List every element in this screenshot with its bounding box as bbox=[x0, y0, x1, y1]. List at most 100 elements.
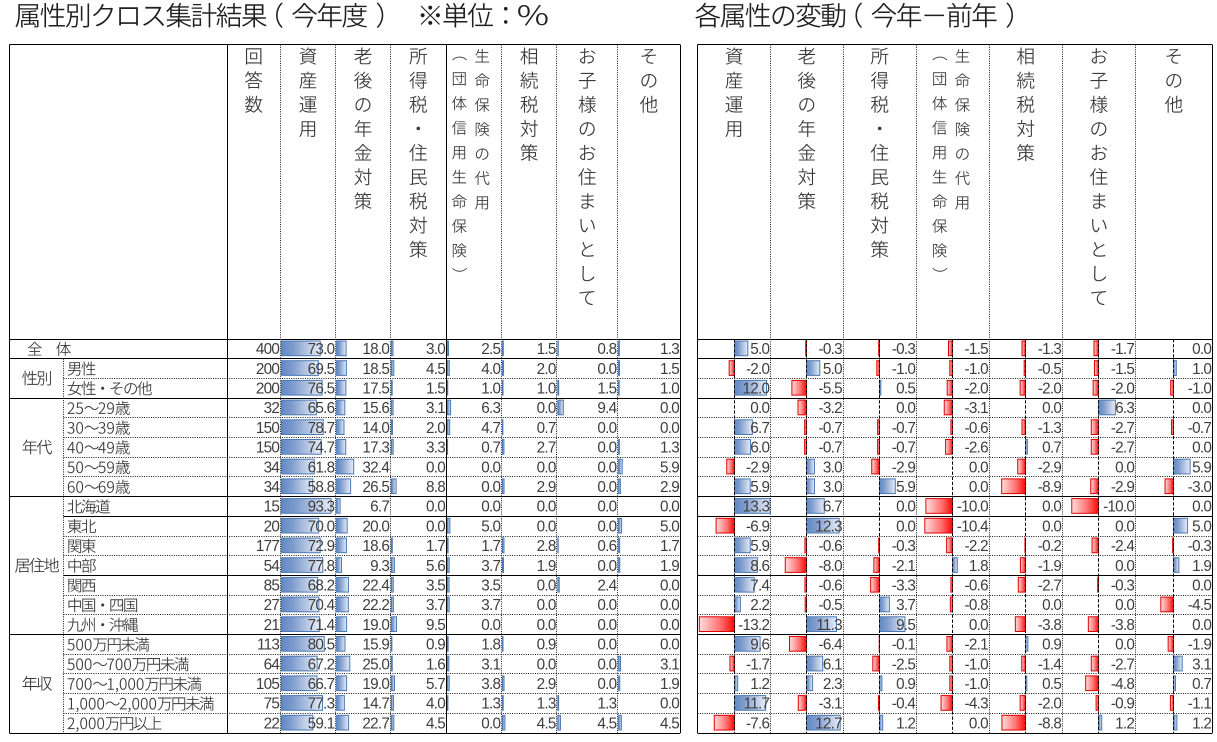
svg-text:0.0: 0.0 bbox=[969, 459, 988, 476]
svg-text:76.5: 76.5 bbox=[308, 381, 335, 398]
svg-text:1.9: 1.9 bbox=[660, 676, 679, 693]
svg-text:1.7: 1.7 bbox=[481, 538, 500, 555]
svg-text:-8.9: -8.9 bbox=[1038, 479, 1062, 496]
svg-text:2.0: 2.0 bbox=[426, 420, 445, 437]
svg-text:1.0: 1.0 bbox=[660, 381, 679, 398]
svg-text:-0.7: -0.7 bbox=[1188, 420, 1212, 437]
svg-text:6.0: 6.0 bbox=[750, 440, 769, 457]
svg-text:5.0: 5.0 bbox=[481, 518, 500, 535]
svg-text:1.2: 1.2 bbox=[896, 715, 915, 732]
svg-text:113: 113 bbox=[257, 637, 279, 654]
svg-text:-0.6: -0.6 bbox=[819, 538, 843, 555]
svg-text:-4.8: -4.8 bbox=[1111, 676, 1135, 693]
svg-text:5.9: 5.9 bbox=[896, 479, 915, 496]
svg-text:14.7: 14.7 bbox=[362, 696, 389, 713]
svg-text:-1.1: -1.1 bbox=[1188, 696, 1212, 713]
svg-text:4.0: 4.0 bbox=[481, 361, 500, 378]
svg-text:0.0: 0.0 bbox=[537, 578, 556, 595]
svg-text:0.0: 0.0 bbox=[537, 656, 556, 673]
svg-text:-2.0: -2.0 bbox=[746, 361, 770, 378]
svg-text:15.9: 15.9 bbox=[362, 637, 389, 654]
svg-text:0.0: 0.0 bbox=[597, 479, 616, 496]
svg-text:6.1: 6.1 bbox=[823, 656, 842, 673]
svg-text:3.7: 3.7 bbox=[481, 558, 500, 575]
svg-text:22.4: 22.4 bbox=[362, 578, 390, 595]
svg-text:-0.3: -0.3 bbox=[892, 341, 916, 358]
svg-text:-1.7: -1.7 bbox=[1111, 341, 1135, 358]
svg-text:-2.9: -2.9 bbox=[1111, 479, 1135, 496]
svg-text:18.0: 18.0 bbox=[362, 341, 389, 358]
svg-text:5.6: 5.6 bbox=[426, 558, 445, 575]
svg-text:0.0: 0.0 bbox=[481, 479, 500, 496]
svg-text:6.3: 6.3 bbox=[1115, 400, 1134, 417]
svg-text:-6.4: -6.4 bbox=[819, 637, 844, 654]
svg-text:12.7: 12.7 bbox=[815, 715, 842, 732]
svg-text:4.7: 4.7 bbox=[481, 420, 500, 437]
svg-text:58.8: 58.8 bbox=[308, 479, 335, 496]
svg-text:0.0: 0.0 bbox=[1192, 341, 1211, 358]
svg-text:-1.9: -1.9 bbox=[1038, 558, 1062, 575]
svg-text:-0.2: -0.2 bbox=[1038, 538, 1062, 555]
svg-text:-1.5: -1.5 bbox=[1111, 361, 1135, 378]
svg-text:0.0: 0.0 bbox=[1042, 518, 1061, 535]
svg-text:20: 20 bbox=[264, 518, 280, 535]
svg-text:3.7: 3.7 bbox=[896, 597, 915, 614]
svg-text:0.9: 0.9 bbox=[1042, 637, 1061, 654]
svg-text:1.7: 1.7 bbox=[426, 538, 445, 555]
svg-text:2.9: 2.9 bbox=[537, 676, 556, 693]
svg-text:-4.5: -4.5 bbox=[1188, 597, 1212, 614]
svg-text:0.0: 0.0 bbox=[1192, 617, 1211, 634]
svg-text:0.0: 0.0 bbox=[597, 676, 616, 693]
svg-text:59.1: 59.1 bbox=[308, 715, 335, 732]
svg-text:1.2: 1.2 bbox=[1192, 715, 1211, 732]
svg-text:8.8: 8.8 bbox=[426, 479, 445, 496]
svg-text:0.0: 0.0 bbox=[660, 400, 679, 417]
svg-text:0.0: 0.0 bbox=[750, 400, 769, 417]
svg-text:-2.2: -2.2 bbox=[965, 538, 989, 555]
svg-text:70.4: 70.4 bbox=[308, 597, 336, 614]
svg-text:-0.6: -0.6 bbox=[819, 578, 843, 595]
svg-text:0.0: 0.0 bbox=[1042, 499, 1061, 516]
svg-text:3.1: 3.1 bbox=[426, 400, 445, 417]
svg-text:-0.8: -0.8 bbox=[965, 597, 989, 614]
svg-text:22: 22 bbox=[264, 715, 280, 732]
svg-text:-3.8: -3.8 bbox=[1111, 617, 1135, 634]
svg-text:5.9: 5.9 bbox=[750, 538, 769, 555]
svg-text:3.3: 3.3 bbox=[426, 440, 445, 457]
svg-text:0.0: 0.0 bbox=[660, 637, 679, 654]
svg-text:-0.5: -0.5 bbox=[1038, 361, 1062, 378]
svg-text:73.0: 73.0 bbox=[308, 341, 335, 358]
svg-text:0.0: 0.0 bbox=[426, 499, 445, 516]
svg-text:18.5: 18.5 bbox=[362, 361, 389, 378]
svg-text:13.3: 13.3 bbox=[743, 499, 770, 516]
svg-text:0.0: 0.0 bbox=[896, 400, 915, 417]
svg-text:93.3: 93.3 bbox=[308, 499, 335, 516]
svg-text:0.0: 0.0 bbox=[537, 459, 556, 476]
svg-text:0.0: 0.0 bbox=[597, 420, 616, 437]
svg-text:200: 200 bbox=[256, 381, 280, 398]
svg-text:0.0: 0.0 bbox=[896, 518, 915, 535]
svg-text:34: 34 bbox=[264, 479, 281, 496]
svg-text:-2.5: -2.5 bbox=[892, 656, 916, 673]
svg-text:22.2: 22.2 bbox=[362, 597, 389, 614]
svg-text:71.4: 71.4 bbox=[308, 617, 336, 634]
svg-text:22.7: 22.7 bbox=[362, 715, 389, 732]
svg-text:1.9: 1.9 bbox=[537, 558, 556, 575]
svg-text:77.8: 77.8 bbox=[308, 558, 335, 575]
svg-text:0.0: 0.0 bbox=[481, 715, 500, 732]
svg-text:0.0: 0.0 bbox=[1192, 578, 1211, 595]
svg-text:17.3: 17.3 bbox=[362, 440, 389, 457]
svg-text:5.0: 5.0 bbox=[823, 361, 842, 378]
svg-text:-3.3: -3.3 bbox=[892, 578, 916, 595]
svg-text:2.5: 2.5 bbox=[481, 341, 500, 358]
svg-text:1.5: 1.5 bbox=[597, 381, 616, 398]
svg-text:4.5: 4.5 bbox=[660, 715, 679, 732]
svg-text:0.0: 0.0 bbox=[597, 518, 616, 535]
svg-text:5.9: 5.9 bbox=[750, 479, 769, 496]
svg-text:0.0: 0.0 bbox=[537, 597, 556, 614]
svg-text:2.9: 2.9 bbox=[660, 479, 679, 496]
svg-text:4.5: 4.5 bbox=[537, 715, 556, 732]
svg-text:1.0: 1.0 bbox=[1192, 361, 1211, 378]
svg-text:0.0: 0.0 bbox=[969, 479, 988, 496]
svg-text:4.5: 4.5 bbox=[426, 715, 445, 732]
